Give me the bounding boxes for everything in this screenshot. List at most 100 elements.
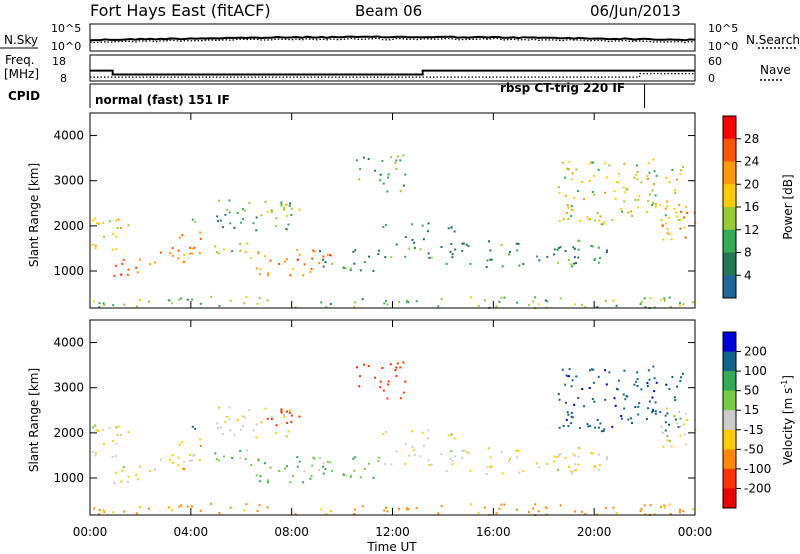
power-echo-cell [588, 180, 591, 182]
velocity-echo-cell [654, 410, 657, 413]
velocity-echo-cell [669, 512, 672, 515]
velocity-echo-cell [571, 472, 574, 475]
power-echo-cell [183, 261, 186, 264]
power-echo-cell [252, 222, 255, 225]
velocity-echo-cell [673, 396, 676, 399]
velocity-echo-cell [668, 423, 670, 426]
power-echo-cell [573, 256, 576, 259]
power-colorbar-tick-label: 8 [744, 246, 752, 260]
power-echo-cell [386, 303, 389, 306]
power-echo-cell [116, 227, 119, 229]
power-echo-cell [692, 301, 695, 304]
velocity-echo-cell [229, 506, 232, 509]
power-echo-cell [590, 244, 593, 247]
velocity-echo-cell [114, 471, 117, 474]
power-echo-cell [258, 297, 261, 300]
velocity-echo-cell [518, 471, 521, 474]
power-echo-cell [367, 158, 370, 160]
power-echo-cell [597, 168, 600, 171]
velocity-echo-cell [384, 463, 387, 466]
power-colorbar-tick-label: 24 [744, 155, 759, 169]
power-echo-cell [382, 182, 385, 185]
power-echo-cell [115, 235, 118, 238]
velocity-echo-cell [396, 362, 399, 365]
power-colorbar-swatch [723, 207, 736, 231]
power-echo-cell [222, 248, 225, 251]
velocity-echo-cell [573, 403, 576, 406]
velocity-echo-cell [564, 383, 567, 386]
velocity-echo-cell [430, 463, 433, 466]
velocity-ytick-label: 2000 [53, 426, 84, 440]
power-echo-cell [588, 162, 591, 165]
power-echo-cell [352, 250, 355, 253]
power-echo-cell [575, 168, 578, 171]
power-echo-cell [411, 239, 414, 241]
velocity-echo-cell [580, 510, 583, 513]
power-echo-cell [139, 258, 142, 261]
power-echo-cell [440, 298, 443, 301]
velocity-echo-cell [226, 416, 229, 418]
power-echo-cell [586, 216, 589, 219]
velocity-echo-cell [322, 462, 325, 465]
velocity-echo-cell [115, 455, 118, 458]
velocity-echo-cell [612, 506, 615, 509]
velocity-echo-cell [573, 463, 576, 466]
power-echo-cell [285, 227, 288, 230]
power-echo-cell [671, 169, 674, 171]
noise-sky-line [89, 35, 696, 42]
velocity-echo-cell [469, 469, 472, 472]
velocity-echo-cell [559, 504, 562, 507]
velocity-echo-cell [613, 397, 616, 400]
velocity-echo-cell [592, 368, 595, 371]
velocity-echo-cell [634, 406, 637, 408]
velocity-ytick-label: 4000 [53, 336, 84, 350]
velocity-echo-cell [602, 430, 605, 433]
velocity-echo-cell [508, 460, 511, 463]
velocity-echo-cell [631, 422, 633, 424]
power-echo-cell [229, 222, 232, 225]
power-echo-cell [680, 210, 683, 213]
velocity-echo-cell [680, 417, 683, 420]
velocity-echo-cell [329, 461, 332, 464]
power-echo-cell [255, 229, 258, 232]
power-echo-cell [570, 208, 573, 211]
velocity-echo-cell [233, 433, 236, 436]
velocity-echo-cell [651, 396, 654, 399]
power-echo-cell [386, 190, 389, 193]
power-echo-cell [567, 206, 570, 209]
power-echo-cell [218, 305, 221, 307]
power-echo-cell [501, 265, 504, 268]
velocity-echo-cell [498, 507, 501, 510]
power-ytick-label: 1000 [53, 264, 84, 278]
power-echo-cell [558, 191, 561, 194]
velocity-echo-cell [108, 427, 111, 430]
velocity-colorbar-tick-label: 200 [744, 345, 767, 359]
power-echo-cell [296, 249, 299, 251]
noise-left-tick-bottom: 10^0 [51, 40, 81, 53]
velocity-echo-cell [570, 422, 573, 425]
velocity-echo-cell [199, 444, 202, 447]
power-echo-cell [596, 306, 599, 309]
power-echo-cell [461, 249, 464, 252]
velocity-echo-cell [462, 449, 465, 452]
power-echo-cell [684, 236, 687, 239]
power-echo-cell [589, 218, 592, 221]
power-echo-cell [596, 212, 599, 214]
power-echo-cell [258, 273, 261, 276]
velocity-echo-cell [615, 511, 618, 514]
velocity-echo-cell [264, 407, 267, 410]
power-echo-cell [583, 198, 585, 201]
velocity-echo-cell [289, 409, 292, 412]
power-echo-cell [298, 253, 301, 256]
velocity-echo-cell [292, 475, 294, 478]
power-echo-cell [322, 255, 325, 258]
velocity-echo-cell [310, 474, 313, 477]
power-echo-cell [683, 226, 686, 229]
power-echo-cell [592, 161, 595, 164]
power-echo-cell [462, 242, 465, 245]
power-echo-cell [557, 247, 560, 250]
power-echo-cell [139, 299, 141, 302]
power-echo-cell [353, 305, 356, 308]
velocity-echo-cell [679, 508, 681, 511]
velocity-echo-cell [214, 452, 217, 455]
